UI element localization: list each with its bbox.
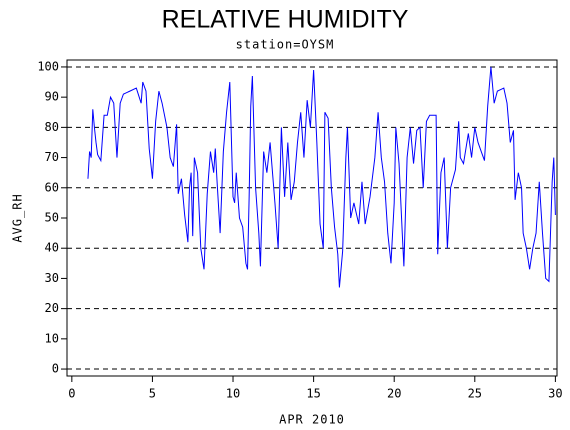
x-tick-label: 0 <box>68 387 75 401</box>
y-tick-label: 50 <box>45 211 59 225</box>
y-tick-label: 20 <box>45 301 59 315</box>
y-tick-label: 30 <box>45 271 59 285</box>
y-tick-label: 100 <box>37 59 59 73</box>
y-tick-label: 90 <box>45 90 59 104</box>
y-tick-label: 70 <box>45 150 59 164</box>
x-tick-label: 20 <box>387 387 401 401</box>
x-tick-label: 30 <box>548 387 562 401</box>
chart-subtitle: station=OYSM <box>236 38 335 52</box>
y-tick-label: 40 <box>45 241 59 255</box>
y-tick-label: 60 <box>45 180 59 194</box>
y-tick-label: 80 <box>45 120 59 134</box>
x-tick-label: 15 <box>306 387 320 401</box>
x-tick-label: 10 <box>226 387 240 401</box>
x-tick-label: 25 <box>468 387 482 401</box>
y-tick-label: 10 <box>45 331 59 345</box>
x-axis-label: APR 2010 <box>279 413 345 427</box>
data-line <box>87 66 556 288</box>
x-tick-label: 5 <box>149 387 156 401</box>
chart-title: RELATIVE HUMIDITY <box>162 6 409 34</box>
y-axis-label: AVG_RH <box>11 193 25 242</box>
y-tick-label: 0 <box>52 362 59 376</box>
